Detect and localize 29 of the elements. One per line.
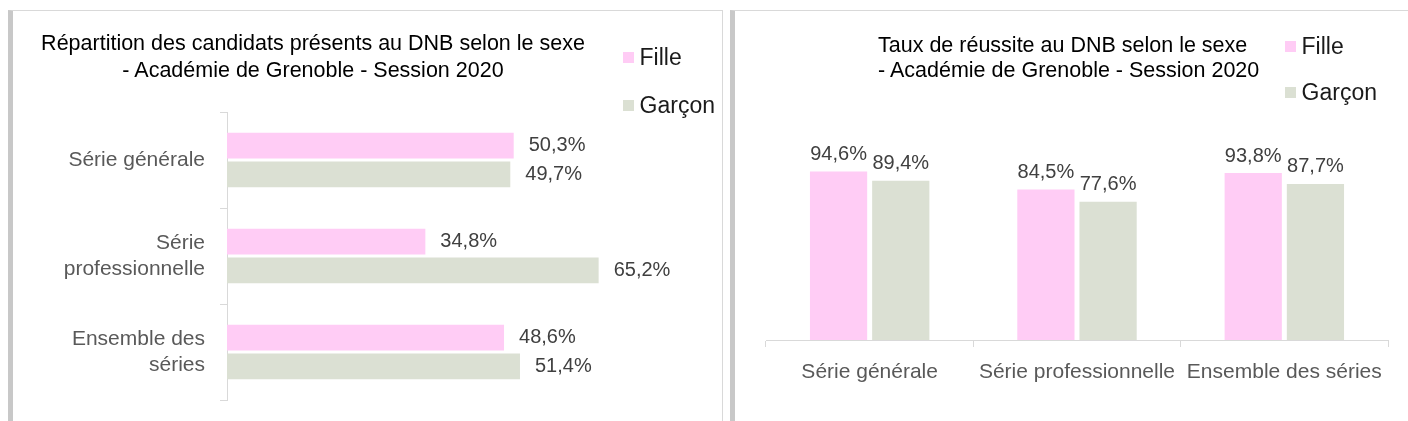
data-label: 49,7% — [525, 161, 583, 184]
data-label: 51,4% — [534, 353, 592, 376]
x-tick-label: Série générale — [801, 358, 938, 382]
chart-title: Taux de réussite au DNB selon le sexe - Académie de Grenoble - Session 2020 — [878, 33, 1260, 82]
bar — [809, 171, 868, 340]
y-tick-label: Série générale — [68, 146, 205, 170]
bar — [227, 324, 505, 351]
data-label: 50,3% — [528, 133, 586, 156]
data-label: 87,7% — [1287, 154, 1344, 177]
chart-title: Répartition des candidats présents au DNB selon le sexe - Académie de Grenoble - Session 2020 — [40, 30, 586, 84]
data-label: 65,2% — [613, 257, 671, 280]
legend-label: Fille — [1301, 32, 1344, 60]
x-tick-label: Série professionnelle — [978, 358, 1176, 382]
bar — [227, 228, 426, 255]
data-label: 89,4% — [872, 151, 930, 174]
legend-label: Garçon — [639, 91, 715, 119]
y-tick-label: Série professionnelle — [63, 229, 205, 279]
data-label: 34,8% — [440, 229, 498, 252]
x-tick-label: Ensemble des séries — [1186, 358, 1382, 382]
data-label: 84,5% — [1017, 160, 1075, 183]
data-label: 93,8% — [1224, 143, 1282, 166]
legend-label: Fille — [639, 43, 682, 71]
data-label: 77,6% — [1079, 172, 1137, 195]
legend-label: Garçon — [1301, 78, 1377, 106]
bar — [1017, 189, 1075, 340]
bar — [227, 132, 514, 159]
data-label: 94,6% — [810, 142, 868, 165]
data-label: 48,6% — [519, 325, 576, 348]
bar — [1224, 173, 1282, 340]
